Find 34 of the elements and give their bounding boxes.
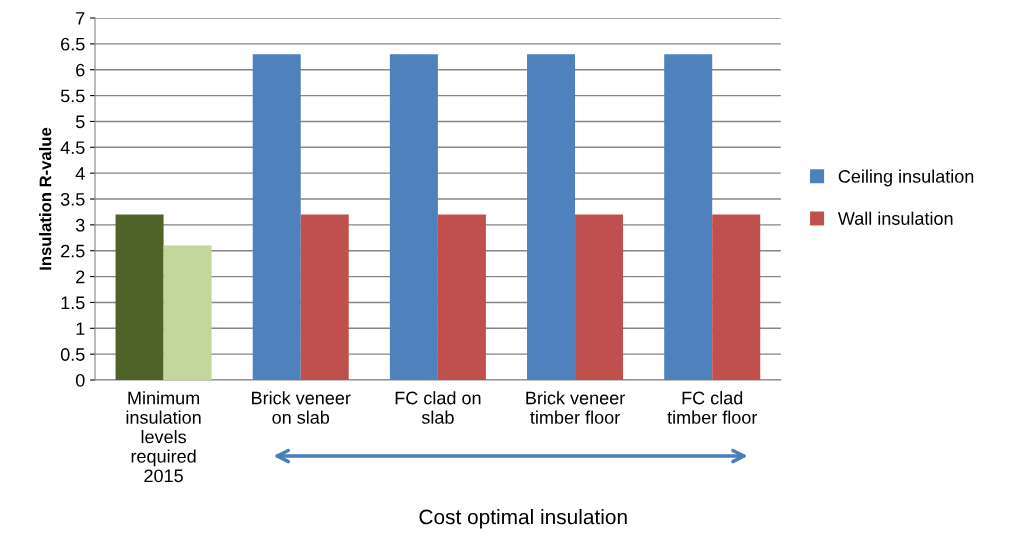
legend-label: Ceiling insulation — [838, 169, 974, 187]
y-tick-label: 3.5 — [60, 192, 85, 206]
bar — [575, 214, 624, 381]
bar — [300, 214, 349, 381]
y-tick-label: 5 — [75, 115, 85, 129]
y-tick-label: 5.5 — [60, 89, 85, 103]
x-tick-label: FC clad on slab — [395, 391, 481, 424]
y-tick-label: 4.5 — [60, 141, 85, 155]
bar — [389, 54, 438, 381]
legend-label: Wall insulation — [837, 211, 953, 225]
bar — [664, 54, 713, 381]
bar — [712, 214, 761, 381]
y-tick-label: 2 — [76, 270, 85, 284]
y-tick-label: 4 — [75, 167, 85, 180]
x-tick-label: FC clad timber floor — [667, 391, 758, 424]
y-tick-label: 1 — [76, 322, 85, 335]
text: Cost optimal insulation — [419, 508, 627, 529]
y-tick-label: 1.5 — [61, 296, 85, 310]
x-tick-label: Brick veneer timber floor — [526, 391, 625, 424]
bar — [437, 214, 486, 381]
y-tick-label: 3 — [75, 218, 85, 232]
y-tick-label: 2.5 — [61, 244, 85, 258]
y-tick-label: 0 — [75, 373, 85, 387]
bar — [163, 245, 212, 381]
x-tick-label: Brick veneer on slab — [252, 391, 351, 424]
y-tick-label: 7 — [76, 12, 85, 25]
y-tick-label: 6 — [76, 63, 85, 77]
y-tick-label: 0.5 — [60, 348, 85, 361]
bar — [527, 54, 576, 381]
y-axis-title: Insulation R-value — [39, 127, 52, 270]
bar — [115, 214, 164, 381]
y-tick-label: 6.5 — [61, 37, 85, 51]
x-tick-label: Minimum insulation levels required 2015 — [126, 391, 201, 483]
bar — [252, 54, 301, 381]
